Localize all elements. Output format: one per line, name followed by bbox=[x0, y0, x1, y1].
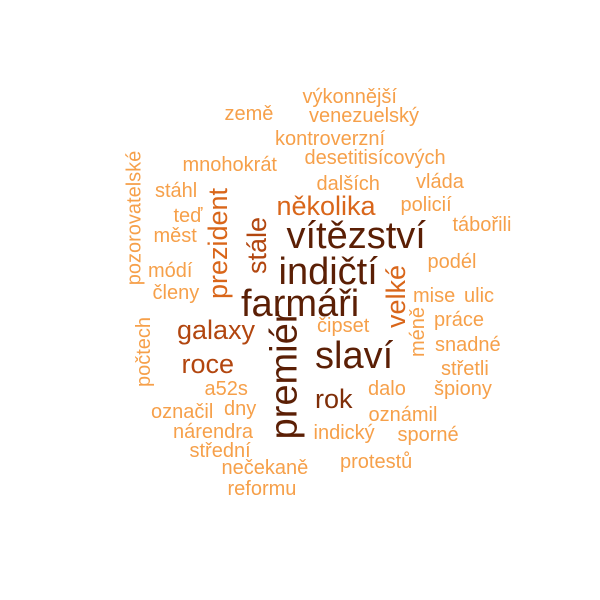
word-36: a52s bbox=[204, 378, 248, 400]
word-34: roce bbox=[181, 348, 235, 379]
word-0: výkonnější bbox=[302, 86, 398, 108]
word-26: čipset bbox=[317, 315, 370, 337]
word-21: velké bbox=[380, 264, 411, 328]
word-3: kontroverzní bbox=[275, 128, 386, 150]
word-7: dalších bbox=[316, 173, 380, 195]
word-14: tábořili bbox=[452, 214, 512, 236]
word-28: práce bbox=[434, 309, 485, 331]
word-20: módí bbox=[148, 260, 193, 282]
word-5: desetitisícových bbox=[304, 147, 446, 169]
word-27: méně bbox=[407, 306, 430, 358]
word-4: mnohokrát bbox=[182, 154, 278, 176]
word-38: špiony bbox=[434, 378, 492, 400]
word-29: počtech bbox=[133, 316, 156, 388]
word-16: vítězství bbox=[286, 215, 426, 257]
word-8: vláda bbox=[416, 171, 464, 193]
word-43: nárendra bbox=[173, 421, 254, 443]
word-17: stále bbox=[241, 216, 272, 274]
word-40: označil bbox=[151, 401, 214, 423]
word-1: země bbox=[224, 103, 274, 125]
word-13: teď bbox=[173, 205, 203, 227]
word-45: sporné bbox=[397, 424, 459, 446]
word-37: dalo bbox=[368, 378, 406, 400]
word-9: stáhl bbox=[155, 180, 198, 202]
word-25: ulic bbox=[464, 285, 495, 307]
word-11: několika bbox=[276, 190, 376, 221]
word-32: slaví bbox=[315, 335, 394, 377]
word-49: reformu bbox=[227, 478, 297, 500]
word-22: členy bbox=[152, 282, 200, 304]
word-6: pozorovatelské bbox=[122, 150, 145, 286]
word-46: střední bbox=[189, 440, 251, 462]
word-33: snadné bbox=[435, 334, 501, 356]
word-15: měst bbox=[153, 225, 197, 247]
word-24: mise bbox=[413, 285, 456, 307]
word-44: indický bbox=[313, 422, 375, 444]
word-10: policií bbox=[400, 194, 452, 216]
word-47: protestů bbox=[340, 451, 413, 473]
word-42: oznámil bbox=[368, 404, 438, 426]
word-30: galaxy bbox=[177, 314, 256, 345]
word-12: prezident bbox=[202, 187, 233, 299]
word-35: střetli bbox=[441, 358, 489, 380]
word-2: venezuelský bbox=[309, 105, 420, 127]
word-48: nečekaně bbox=[221, 457, 309, 479]
word-18: podél bbox=[427, 251, 477, 273]
word-23: farmáři bbox=[241, 283, 360, 325]
word-31: premiér bbox=[262, 310, 305, 440]
word-19: indičtí bbox=[278, 251, 378, 293]
word-41: dny bbox=[224, 398, 257, 420]
word-39: rok bbox=[315, 383, 353, 414]
